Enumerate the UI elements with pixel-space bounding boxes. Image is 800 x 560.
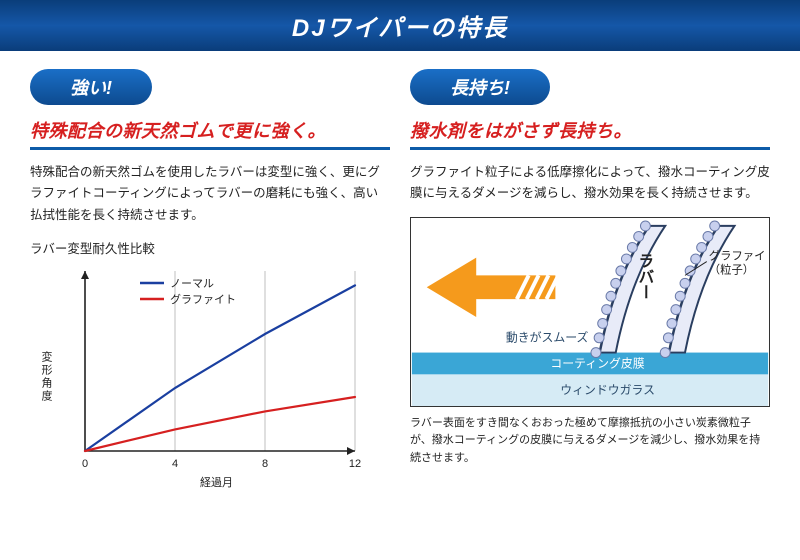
right-headline: 撥水剤をはがさず長持ち。 bbox=[410, 121, 632, 141]
svg-text:ラバー: ラバー bbox=[636, 252, 654, 299]
line-chart: 0 4 8 12 ノーマルグラファイト bbox=[30, 261, 370, 481]
left-headline: 特殊配合の新天然ゴムで更に強く。 bbox=[30, 121, 326, 141]
chart-container: 04812ノーマルグラファイト 変形角度 経過月 bbox=[30, 261, 390, 486]
svg-text:0: 0 bbox=[82, 458, 88, 470]
svg-text:グラファイト: グラファイト bbox=[709, 248, 769, 262]
svg-text:12: 12 bbox=[349, 458, 361, 470]
right-body: グラファイト粒子による低摩擦化によって、撥水コーティング皮膜に与えるダメージを減… bbox=[410, 162, 770, 205]
svg-text:ノーマル: ノーマル bbox=[170, 278, 214, 290]
svg-text:ウィンドウガラス: ウィンドウガラス bbox=[560, 383, 655, 397]
chart-ylabel: 変形角度 bbox=[38, 351, 54, 403]
right-column: 長持ち! 撥水剤をはがさず長持ち。 グラファイト粒子による低摩擦化によって、撥水… bbox=[410, 69, 770, 486]
left-pill: 強い! bbox=[30, 69, 152, 105]
svg-text:（粒子）: （粒子） bbox=[709, 262, 754, 276]
svg-text:グラファイト: グラファイト bbox=[170, 292, 236, 306]
svg-text:動きがスムーズ: 動きがスムーズ bbox=[506, 330, 589, 344]
left-headline-row: 特殊配合の新天然ゴムで更に強く。 bbox=[30, 117, 390, 150]
left-column: 強い! 特殊配合の新天然ゴムで更に強く。 特殊配合の新天然ゴムを使用したラバーは… bbox=[30, 69, 390, 486]
chart-xlabel: 経過月 bbox=[200, 474, 233, 490]
content-row: 強い! 特殊配合の新天然ゴムで更に強く。 特殊配合の新天然ゴムを使用したラバーは… bbox=[0, 51, 800, 496]
page-title: DJワイパーの特長 bbox=[292, 15, 508, 42]
chart-title: ラバー変型耐久性比較 bbox=[30, 238, 390, 257]
rubber-diagram: ウィンドウガラス コーティング皮膜 動きがスムーズ ラバー グラファイト（粒子） bbox=[411, 218, 769, 406]
diagram-container: ウィンドウガラス コーティング皮膜 動きがスムーズ ラバー グラファイト（粒子） bbox=[410, 217, 770, 407]
page-title-bar: DJワイパーの特長 bbox=[0, 0, 800, 51]
left-body: 特殊配合の新天然ゴムを使用したラバーは変型に強く、更にグラファイトコーティングに… bbox=[30, 162, 390, 226]
right-headline-row: 撥水剤をはがさず長持ち。 bbox=[410, 117, 770, 150]
svg-text:4: 4 bbox=[172, 458, 178, 470]
diagram-caption: ラバー表面をすき間なくおおった極めて摩擦抵抗の小さい炭素微粒子が、撥水コーティン… bbox=[410, 415, 770, 468]
svg-text:8: 8 bbox=[262, 458, 268, 470]
right-pill: 長持ち! bbox=[410, 69, 550, 105]
svg-text:コーティング皮膜: コーティング皮膜 bbox=[550, 356, 644, 370]
